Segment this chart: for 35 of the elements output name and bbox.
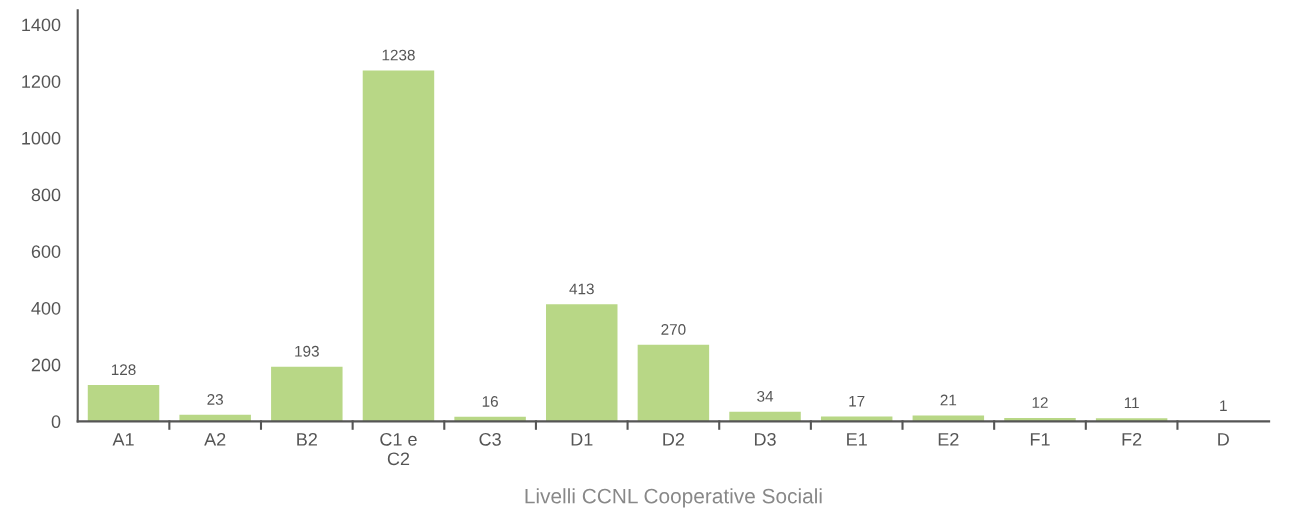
- data-label: 270: [661, 324, 686, 335]
- data-label: 11: [1124, 397, 1139, 409]
- data-label: 1: [1220, 400, 1227, 411]
- y-tick-label: 1400: [22, 18, 61, 32]
- x-axis-title: Livelli CCNL Cooperative Sociali: [525, 488, 822, 508]
- data-label: 21: [940, 394, 957, 406]
- data-label: 17: [849, 395, 865, 407]
- x-tick-label: D3: [754, 432, 776, 446]
- y-tick-label: 1200: [22, 75, 61, 88]
- x-tick-label: C3: [479, 432, 501, 446]
- data-label: 23: [207, 394, 223, 405]
- x-tick-label: D2: [663, 432, 685, 446]
- y-tick-label: 800: [31, 188, 61, 202]
- x-tick-label: A1: [112, 433, 134, 446]
- data-label: 193: [295, 345, 319, 357]
- x-tick-label: A2: [204, 432, 226, 446]
- x-tick-label: F1: [1030, 433, 1050, 446]
- y-tick-label: 600: [31, 245, 61, 258]
- data-label: 1238: [382, 49, 415, 61]
- data-label: 34: [757, 390, 774, 402]
- x-tick-label: D1: [571, 433, 593, 446]
- x-tick-label: D: [1218, 433, 1229, 446]
- y-tick-label: 200: [31, 358, 61, 372]
- x-tick-label: B2: [297, 432, 317, 446]
- data-label: 12: [1032, 397, 1048, 408]
- x-tick-label: F2: [1122, 432, 1142, 446]
- x-tick-label: C1 e C2: [380, 432, 417, 466]
- y-tick-label: 1000: [22, 131, 61, 145]
- data-label: 16: [482, 396, 498, 407]
- data-label: 128: [111, 364, 136, 376]
- x-tick-label: E2: [938, 432, 959, 446]
- data-label: 413: [569, 283, 594, 295]
- y-tick-label: 400: [31, 301, 61, 315]
- x-tick-label: E1: [847, 433, 867, 446]
- y-tick-label: 0: [51, 415, 61, 429]
